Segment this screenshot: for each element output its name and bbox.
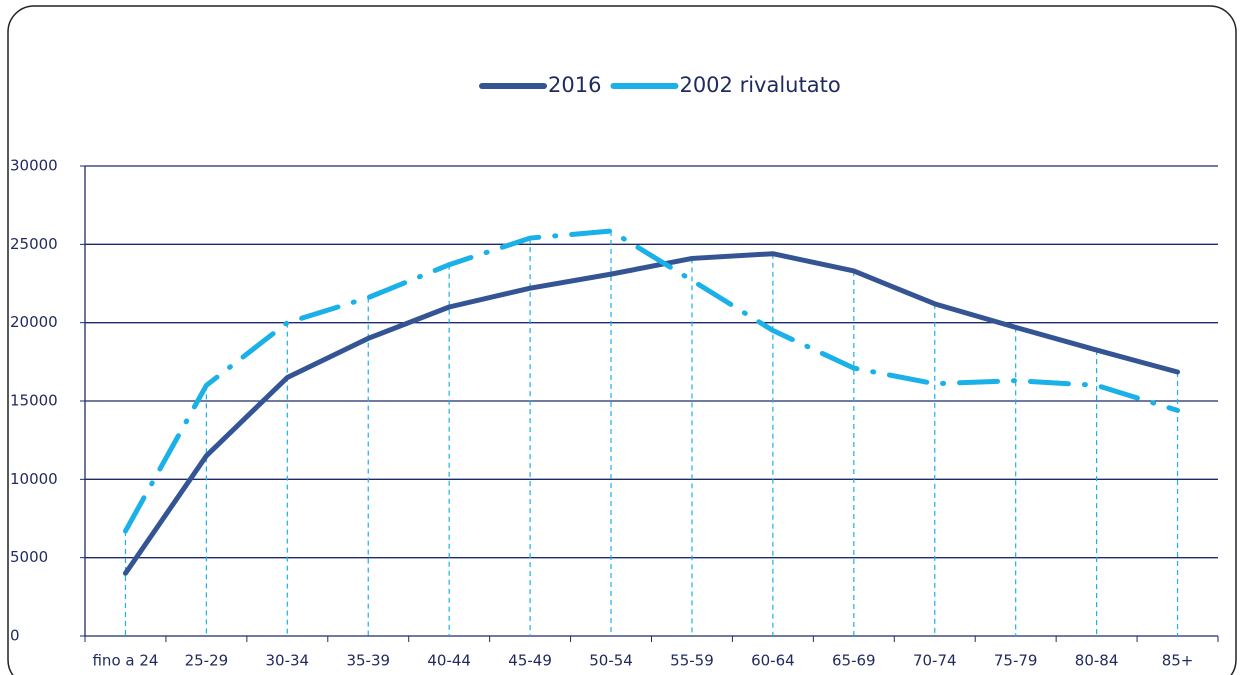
x-tick-label: 75-79 [994, 652, 1038, 670]
y-tick-label: 5000 [10, 548, 48, 566]
series-line [122, 228, 1181, 534]
x-tick-label: 35-39 [346, 652, 390, 670]
y-tick-label: 30000 [10, 157, 58, 175]
y-tick-label: 25000 [10, 235, 58, 253]
x-tick-label: 80-84 [1075, 652, 1119, 670]
x-tick-label: 50-54 [589, 652, 633, 670]
legend-label: 2002 rivalutato [679, 73, 840, 97]
x-tick-label: fino a 24 [92, 652, 158, 670]
x-tick-label: 85+ [1162, 652, 1194, 670]
x-tick-label: 25-29 [185, 652, 229, 670]
chart-border [7, 5, 1237, 675]
x-tick-label: 65-69 [832, 652, 876, 670]
series-line [122, 251, 1181, 576]
x-tick-label: 60-64 [751, 652, 795, 670]
x-tick-label: 40-44 [427, 652, 471, 670]
y-tick-label: 0 [10, 627, 20, 645]
y-tick-label: 20000 [10, 313, 58, 331]
x-tick-label: 55-59 [670, 652, 714, 670]
y-tick-label: 10000 [10, 470, 58, 488]
x-tick-label: 30-34 [266, 652, 310, 670]
y-tick-label: 15000 [10, 392, 58, 410]
x-tick-label: 45-49 [508, 652, 552, 670]
x-tick-label: 70-74 [913, 652, 957, 670]
legend-label: 2016 [548, 73, 601, 97]
